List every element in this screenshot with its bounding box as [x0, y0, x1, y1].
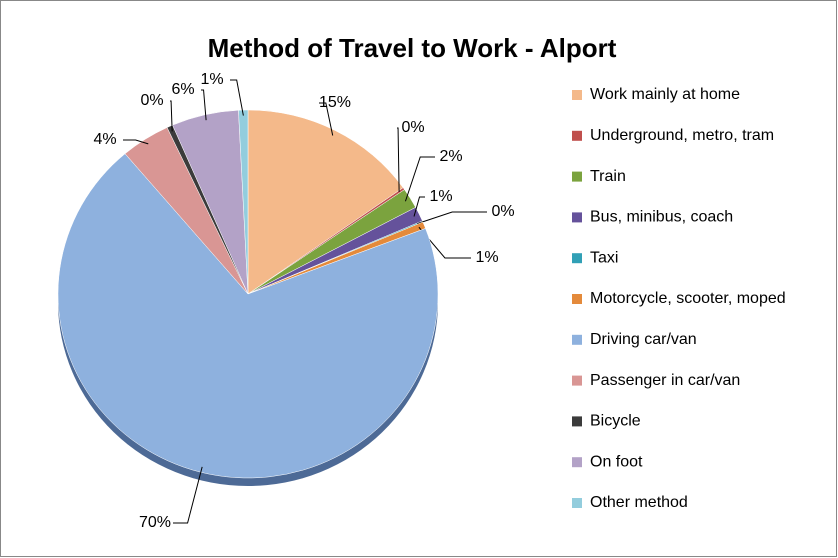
legend-swatch — [572, 334, 582, 345]
legend-swatch — [572, 498, 582, 508]
data-label: 2% — [439, 148, 462, 165]
legend-label: Work mainly at home — [590, 86, 740, 103]
leader-line — [173, 466, 203, 524]
legend-swatch — [572, 212, 582, 223]
data-label: 1% — [429, 188, 452, 205]
data-label: 1% — [475, 249, 498, 266]
leader-line — [230, 79, 244, 116]
legend-label: On foot — [590, 453, 643, 470]
legend-label: Bus, minibus, coach — [590, 209, 733, 226]
legend-swatch — [572, 130, 582, 141]
leader-line — [123, 139, 149, 145]
leader-line — [201, 89, 207, 121]
legend-swatch — [572, 253, 582, 264]
legend-label: Passenger in car/van — [590, 372, 740, 389]
leader-line — [413, 196, 425, 217]
data-label: 1% — [200, 71, 223, 88]
data-label: 15% — [319, 94, 351, 111]
legend-label: Underground, metro, tram — [590, 127, 774, 144]
leader-line — [319, 102, 334, 136]
data-label: 0% — [140, 92, 163, 109]
legend-swatch — [572, 90, 582, 100]
leader-line — [417, 211, 487, 225]
legend-label: Driving car/van — [590, 331, 697, 348]
legend-swatch — [572, 171, 582, 182]
legend-swatch — [572, 294, 582, 304]
data-label: 6% — [171, 81, 194, 98]
legend-swatch — [572, 416, 582, 427]
legend-label: Other method — [590, 494, 688, 511]
chart-title: Method of Travel to Work - Alport — [208, 33, 617, 63]
legend-swatch — [572, 457, 582, 468]
data-label: 70% — [139, 514, 171, 531]
leader-line — [404, 156, 435, 202]
data-label: 0% — [401, 119, 424, 136]
legend-swatch — [572, 375, 582, 386]
leader-line — [397, 127, 400, 192]
legend-label: Taxi — [590, 249, 618, 266]
pie-slice — [238, 109, 249, 295]
data-label: 4% — [93, 131, 116, 148]
legend-label: Train — [590, 168, 626, 185]
legend-label: Bicycle — [590, 413, 641, 430]
leader-line — [170, 100, 173, 132]
data-label: 0% — [491, 203, 514, 220]
legend-label: Motorcycle, scooter, moped — [590, 290, 786, 307]
pie-slice — [247, 109, 404, 295]
